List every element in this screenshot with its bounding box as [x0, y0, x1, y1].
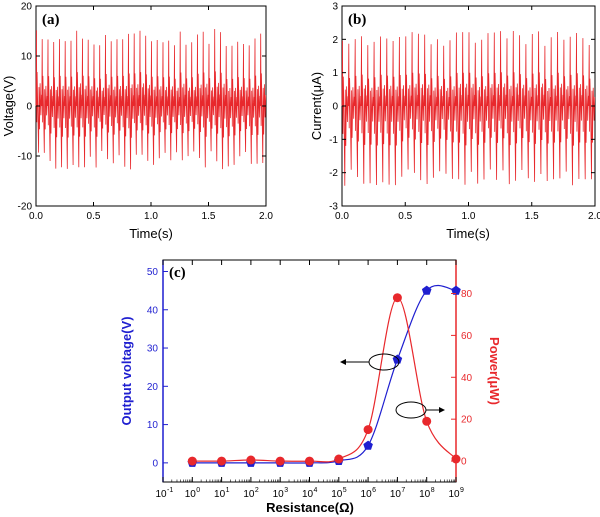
x-tick-label: 10	[273, 489, 285, 500]
y-tick-label: -2	[329, 168, 338, 179]
x-tick-exponent: 3	[284, 487, 288, 494]
x-tick-exponent: -1	[167, 487, 173, 494]
current-trace	[341, 30, 596, 186]
x-tick-exponent: 1	[226, 487, 230, 494]
x-tick-label: 10	[419, 489, 431, 500]
panel-b-ticks: 0.0 0.5 1.0 1.5 2.0 -3 -2 -1 0 1 2 3	[329, 2, 600, 223]
x-tick-label: 10	[185, 489, 197, 500]
x-tick-exponent: 2	[255, 487, 259, 494]
y-tick-label: -1	[329, 135, 338, 146]
power-point	[451, 454, 461, 464]
x-tick-label: 2.0	[259, 211, 273, 222]
x-tick-label: 10	[448, 489, 460, 500]
power-point	[305, 456, 314, 466]
x-tick-label: 10	[390, 489, 402, 500]
y-tick-label-right: 60	[461, 331, 473, 342]
panel-c-ylabel-left: Output voltage(V)	[119, 316, 134, 425]
y-tick-label-left: 30	[147, 344, 159, 355]
x-tick-label: 0.5	[398, 211, 412, 222]
x-tick-label: 1.0	[462, 211, 476, 222]
power-point	[363, 425, 373, 435]
y-tick-label-right: 0	[461, 457, 467, 468]
x-tick-label: 10	[331, 489, 343, 500]
panel-c-ticks: 10 -1 10 0 10 1 10 2 10 3 10 4 10 5 10 6 10 7 10 8 10 9010203…	[147, 260, 473, 500]
voltage-point	[421, 285, 432, 295]
x-tick-label: 10	[243, 489, 255, 500]
y-tick-label: 3	[332, 2, 338, 13]
power-point	[392, 293, 402, 303]
y-tick-label-left: 0	[152, 458, 158, 469]
panel-b-ylabel: Current(μA)	[309, 72, 324, 140]
power-point	[422, 416, 432, 426]
x-tick-exponent: 0	[196, 487, 200, 494]
voltage-annotation-arrowhead	[340, 359, 346, 365]
power-point	[217, 456, 227, 466]
x-tick-label: 0.0	[335, 211, 349, 222]
y-tick-label: -20	[18, 202, 33, 213]
voltage-markers	[187, 285, 461, 467]
panel-c: (c) 10 -1 10 0 10 1 10 2 10 3 10 4 10 5 10 6 10 7 10 8 10 901…	[119, 259, 502, 515]
x-tick-exponent: 9	[460, 487, 464, 494]
x-tick-label: 10	[361, 489, 373, 500]
power-annotation-ellipse	[395, 401, 427, 419]
voltage-trace	[35, 28, 267, 170]
y-tick-label-right: 40	[461, 373, 473, 384]
power-point	[187, 456, 197, 466]
y-tick-label: 2	[332, 35, 338, 46]
y-tick-label-left: 40	[147, 305, 159, 316]
y-tick-label-right: 80	[461, 289, 473, 300]
y-tick-label: 0	[332, 102, 338, 113]
power-annotation-arrowhead	[439, 407, 445, 413]
y-tick-label-left: 10	[147, 420, 159, 431]
x-tick-exponent: 7	[401, 487, 405, 494]
panel-b: (b) 0.0 0.5 1.0 1.5 2.0 -3 -2 -1 0 1 2 3 Time(s) Cu…	[309, 2, 600, 242]
y-tick-label: 10	[21, 52, 33, 63]
power-point	[246, 455, 256, 465]
y-tick-label: 1	[332, 68, 338, 79]
power-fit-curve	[192, 297, 457, 463]
x-tick-exponent: 5	[343, 487, 347, 494]
x-tick-exponent: 4	[314, 487, 318, 494]
panel-c-label: (c)	[169, 265, 186, 281]
x-tick-label: 10	[214, 489, 226, 500]
panel-a-ylabel: Voltage(V)	[1, 76, 16, 137]
power-point	[275, 456, 285, 466]
x-tick-label: 1.0	[144, 211, 158, 222]
x-tick-label: 10	[155, 489, 167, 500]
y-tick-label-left: 50	[147, 267, 159, 278]
panel-c-ylabel-right: Power(μW)	[487, 337, 502, 405]
voltage-fit-curve	[192, 284, 457, 464]
panel-b-label: (b)	[348, 12, 366, 28]
x-tick-label: 10	[302, 489, 314, 500]
voltage-point	[363, 440, 373, 450]
power-markers	[187, 293, 461, 466]
x-tick-label: 1.5	[525, 211, 539, 222]
panel-b-xlabel: Time(s)	[446, 226, 490, 241]
x-tick-label: 2.0	[588, 211, 600, 222]
panel-a-xlabel: Time(s)	[129, 226, 173, 241]
y-tick-label: 0	[26, 102, 32, 113]
y-tick-label-right: 20	[461, 415, 473, 426]
y-tick-label: 20	[21, 2, 33, 13]
y-tick-label: -10	[18, 152, 33, 163]
x-tick-label: 0.5	[87, 211, 101, 222]
x-tick-exponent: 6	[372, 487, 376, 494]
voltage-point	[451, 285, 461, 295]
y-tick-label-left: 20	[147, 382, 159, 393]
power-point	[334, 454, 344, 464]
panel-a-label: (a)	[42, 12, 60, 28]
panel-c-xlabel: Resistance(Ω)	[266, 500, 354, 515]
x-tick-label: 0.0	[29, 211, 43, 222]
panel-a-ticks: 0.0 0.5 1.0 1.5 2.0 -20 -10 0 10 20	[18, 2, 274, 223]
panel-a: (a) 0.0 0.5 1.0 1.5 2.0 -20 -10 0 10 20 Time(s) V…	[1, 2, 273, 242]
y-tick-label: -3	[329, 202, 338, 213]
x-tick-exponent: 8	[431, 487, 435, 494]
panel-c-frame	[162, 259, 457, 483]
x-tick-label: 1.5	[202, 211, 216, 222]
